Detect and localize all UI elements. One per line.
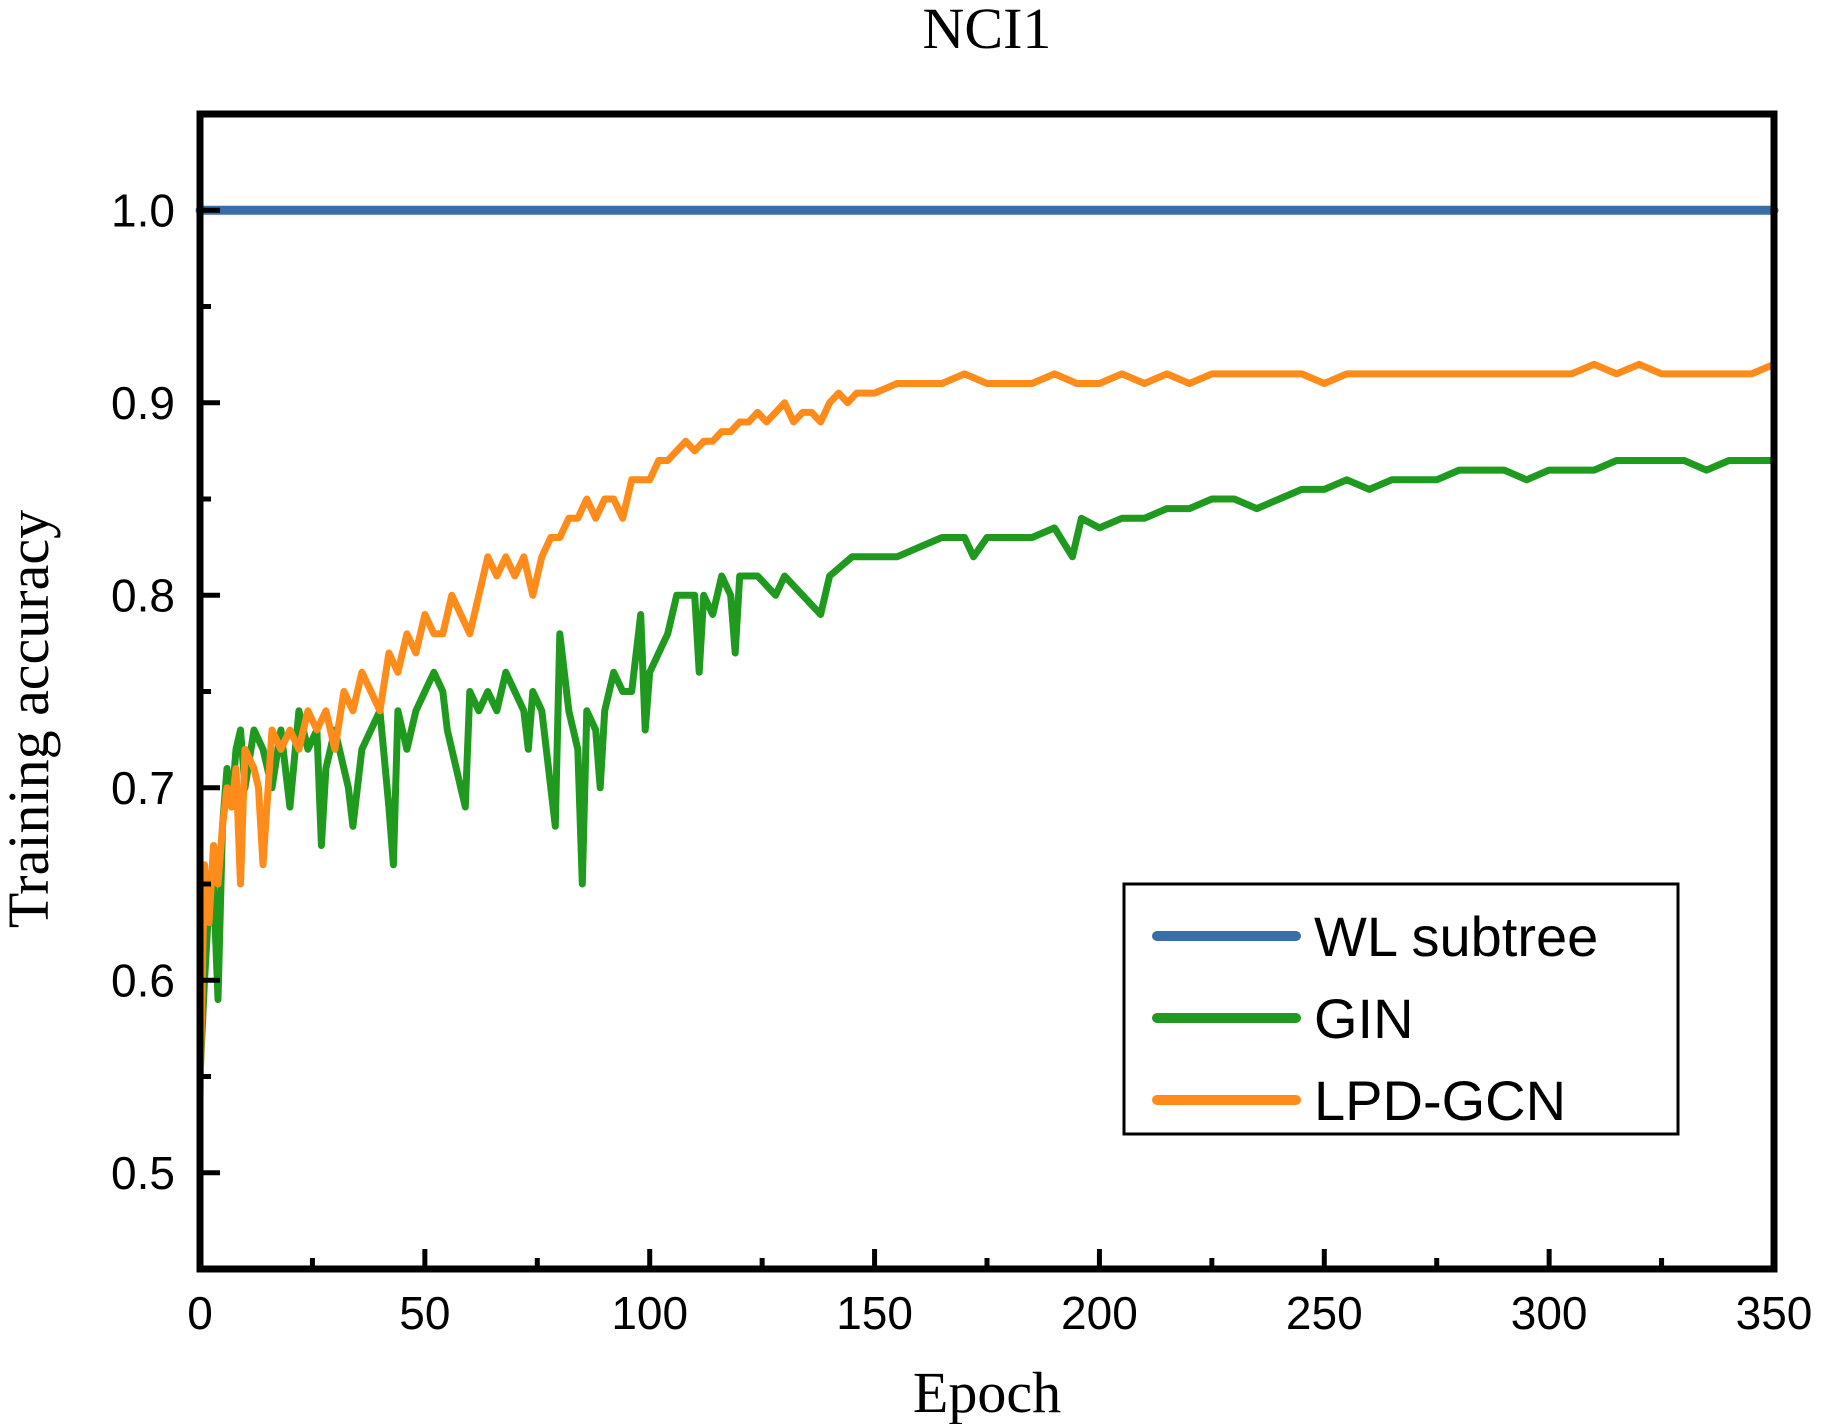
y-tick-label: 0.9 [111,377,175,429]
series-layer [195,205,1779,1100]
plot-frame [196,110,1778,1273]
ticks-layer: 0 50 100 150 200 250 300 350 0.5 0.6 0.7 0.8 0.9 1.0 [111,184,1812,1339]
x-tick-label: 300 [1511,1287,1588,1339]
legend-label-wl-subtree: WL subtree [1314,905,1598,968]
x-tick-label: 0 [187,1287,213,1339]
x-axis-label: Epoch [913,1360,1061,1424]
legend-label-gin: GIN [1314,987,1414,1050]
y-axis-label: Training accuracy [0,510,61,928]
x-tick-label: 50 [399,1287,450,1339]
legend-box [1122,882,1680,1136]
x-tick-label: 200 [1061,1287,1138,1339]
y-tick-label: 0.6 [111,954,175,1006]
y-tick-label: 1.0 [111,184,175,236]
y-tick-label: 0.5 [111,1147,175,1199]
x-tick-label: 250 [1286,1287,1363,1339]
y-tick-label: 0.7 [111,762,175,814]
legend-label-lpd-gcn: LPD-GCN [1314,1069,1566,1132]
series-line-lpd-gcn [196,360,1778,1100]
chart-title: NCI1 [923,0,1052,61]
x-tick-label: 350 [1736,1287,1813,1339]
x-tick-label: 150 [836,1287,913,1339]
y-tick-label: 0.8 [111,569,175,621]
x-tick-label: 100 [611,1287,688,1339]
legend: WL subtree GIN LPD-GCN [1122,882,1680,1136]
